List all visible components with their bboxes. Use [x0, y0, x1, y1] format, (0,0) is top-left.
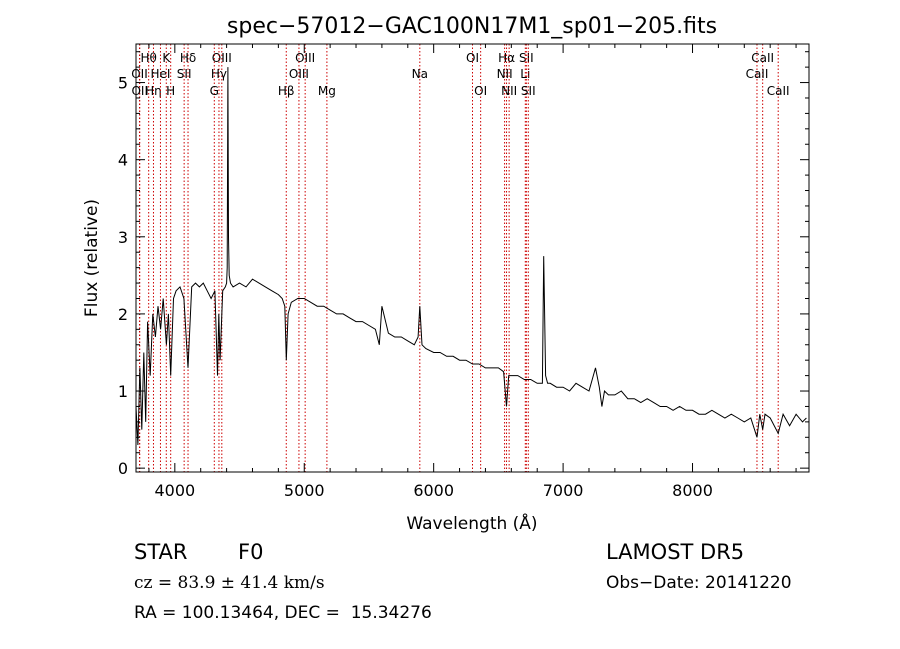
- x-axis: 4000 5000 6000 7000 8000: [148, 44, 797, 500]
- marker-label: Hβ: [278, 84, 295, 98]
- marker-label: OI: [466, 51, 479, 65]
- marker-label: OIII: [212, 51, 232, 65]
- y-tick-label: 3: [118, 228, 128, 247]
- survey-name: LAMOST DR5: [606, 540, 745, 564]
- coordinates: RA = 100.13464, DEC = 15.34276: [134, 603, 432, 623]
- marker-label: Hδ: [180, 51, 196, 65]
- x-tick-label: 5000: [284, 481, 325, 500]
- marker-label: CaII: [746, 67, 769, 81]
- marker-label: Hα: [498, 51, 515, 65]
- spectral-subclass: F0: [238, 540, 264, 564]
- x-axis-label: Wavelength (Å): [406, 512, 537, 534]
- y-axis-label: Flux (relative): [82, 199, 102, 317]
- marker-label: OI: [474, 84, 487, 98]
- marker-label: NII: [497, 67, 513, 81]
- spectral-class: STAR: [134, 540, 188, 564]
- y-tick-label: 0: [118, 459, 128, 478]
- observation-date: Obs−Date: 20141220: [606, 573, 792, 593]
- marker-label: OIII: [295, 51, 315, 65]
- x-tick-label: 7000: [543, 481, 584, 500]
- x-tick-label: 8000: [672, 481, 713, 500]
- y-tick-label: 4: [118, 151, 128, 170]
- marker-label: G: [210, 84, 219, 98]
- marker-label: Hη: [145, 84, 162, 98]
- y-tick-label: 2: [118, 305, 128, 324]
- marker-label: Hθ: [140, 51, 156, 65]
- spectrum-line: [135, 67, 807, 446]
- x-tick-label: 6000: [413, 481, 454, 500]
- marker-label: SII: [177, 67, 192, 81]
- redshift-velocity: cz = 83.9 ± 41.4 km/s: [134, 573, 325, 593]
- marker-label: SII: [519, 51, 534, 65]
- marker-label: Li: [520, 67, 530, 81]
- marker-label: H: [166, 84, 175, 98]
- marker-label: Mg: [318, 84, 336, 98]
- marker-label: CaII: [767, 84, 790, 98]
- marker-label: HeI: [150, 67, 170, 81]
- y-tick-label: 1: [118, 382, 128, 401]
- x-tick-label: 4000: [154, 481, 195, 500]
- y-axis: 0 1 2 3 4 5: [118, 51, 809, 478]
- marker-label: OII: [131, 67, 148, 81]
- marker-label: CaII: [751, 51, 774, 65]
- plot-frame: [135, 43, 810, 473]
- marker-label: SII: [521, 84, 536, 98]
- chart-title: spec−57012−GAC100N17M1_sp01−205.fits: [227, 14, 717, 39]
- marker-label: K: [162, 51, 171, 65]
- y-tick-label: 5: [118, 74, 128, 93]
- marker-label: Hγ: [211, 67, 227, 81]
- marker-label: OIII: [289, 67, 309, 81]
- marker-label: Na: [412, 67, 428, 81]
- marker-label: NII: [501, 84, 517, 98]
